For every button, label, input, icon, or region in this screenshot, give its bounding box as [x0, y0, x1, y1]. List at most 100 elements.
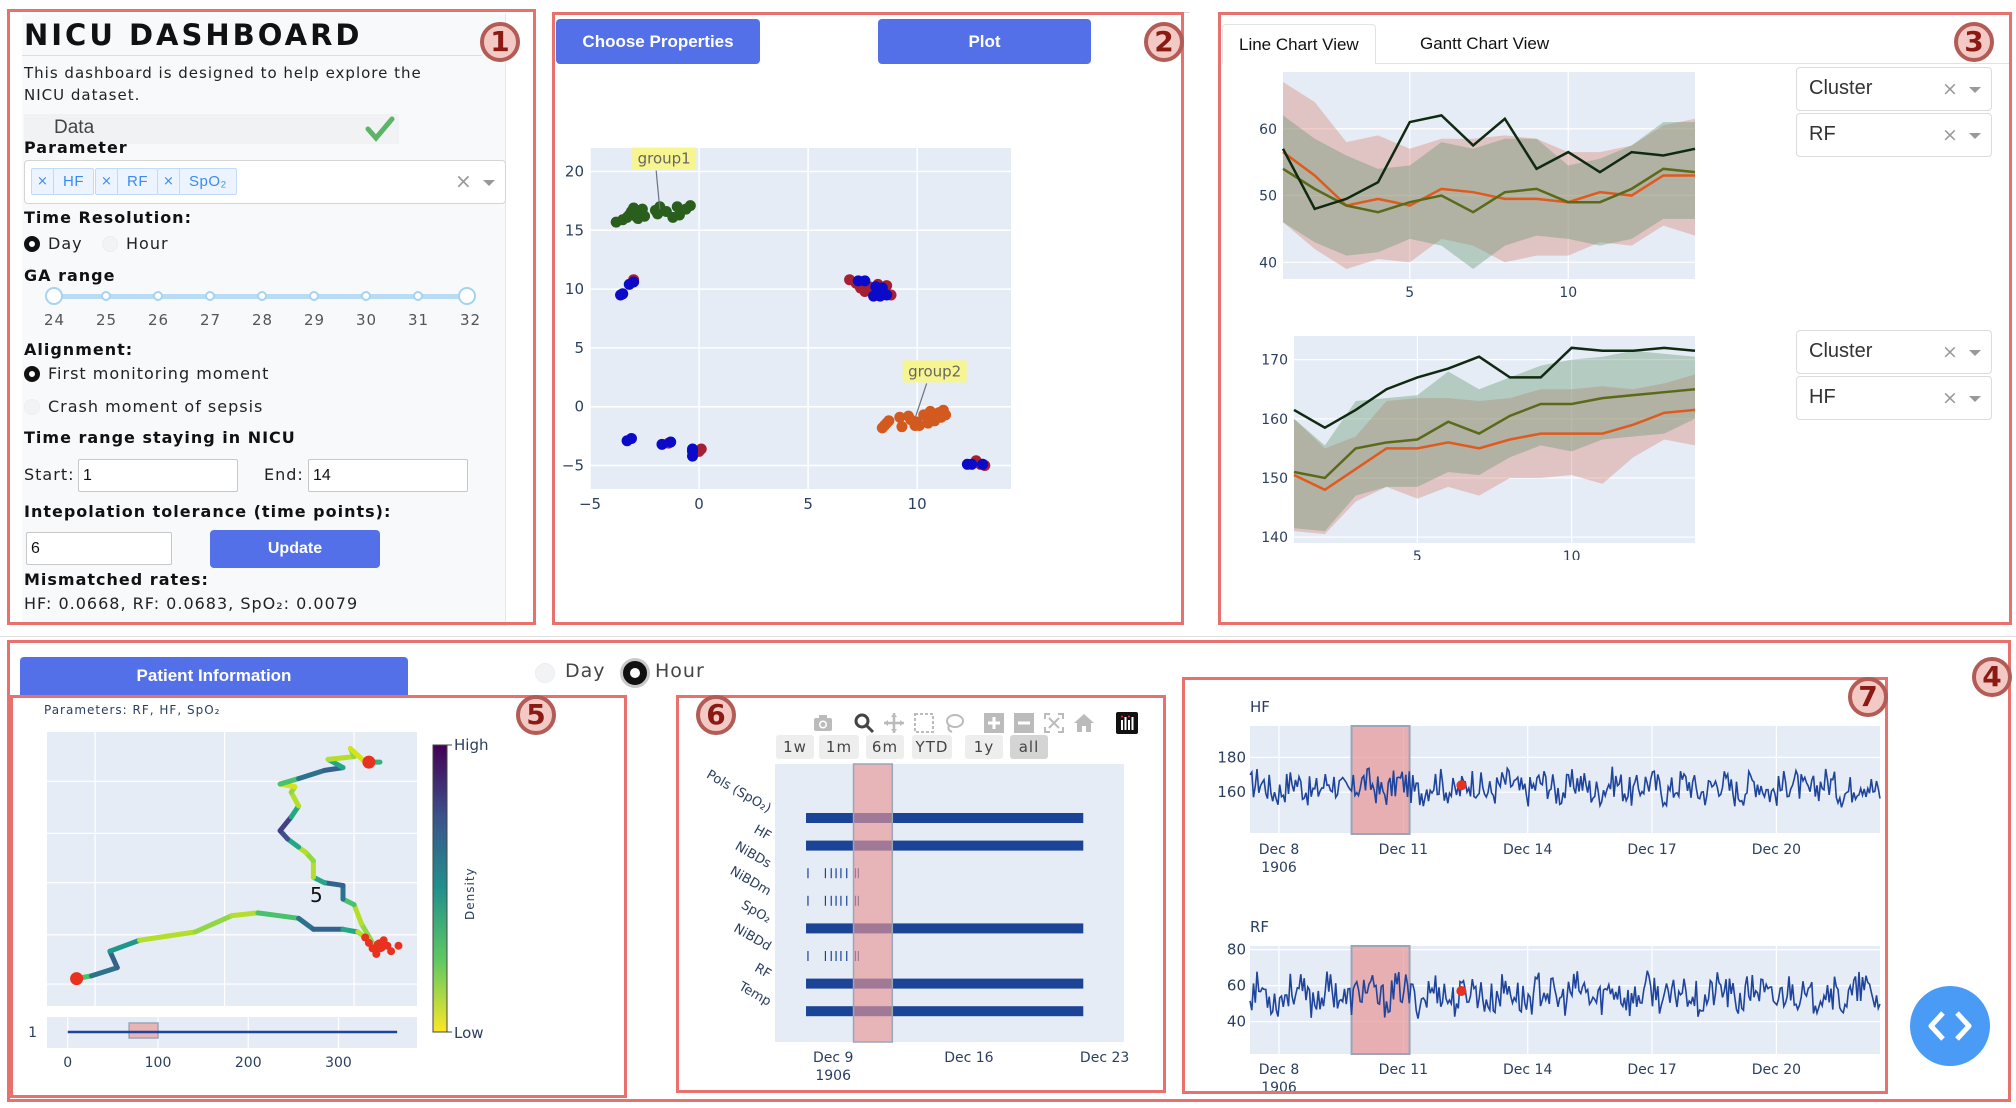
- dropdown-value: Cluster: [1809, 77, 1873, 99]
- timeline-highlight: [128, 1022, 159, 1039]
- data-upload-area[interactable]: Data: [24, 114, 399, 144]
- chevron-down-icon[interactable]: [1969, 396, 1981, 402]
- trajectory-marker-end: [362, 755, 376, 769]
- chevron-down-icon[interactable]: [483, 180, 495, 186]
- trajectory-plot[interactable]: 5 0 100 200 300 1 High Low Density: [20, 720, 620, 1075]
- clear-icon[interactable]: ×: [1942, 341, 1958, 363]
- camera-icon[interactable]: [812, 712, 834, 734]
- chevron-down-icon[interactable]: [1969, 87, 1981, 93]
- rf-timeseries-chart[interactable]: RF 40 60 80 Dec 8 1906 Dec 11 Dec 14 Dec 17 Dec …: [1190, 910, 1890, 1100]
- radio-hour[interactable]: [102, 236, 118, 252]
- gantt-row-label: Pols (SpO₂): [704, 767, 774, 816]
- range-button-1y[interactable]: 1y: [965, 735, 1003, 759]
- gantt-bar: [806, 923, 1084, 934]
- scatter-plot[interactable]: −5 0 5 10 −5 0 5 10 15 20 group1 group2: [552, 100, 1172, 530]
- remove-tag-icon[interactable]: ×: [32, 169, 54, 194]
- rf-band-chart[interactable]: 5 10 40 50 60: [1230, 66, 1710, 316]
- radio-hour-bottom[interactable]: [623, 661, 647, 685]
- parameter-dropdown-rf[interactable]: RF ×: [1796, 113, 1992, 157]
- slider-mark-dot: [309, 291, 319, 301]
- hf-timeseries-chart[interactable]: HF 160 180 Dec 8 1906 Dec 11 Dec 14 Dec 17 Dec …: [1190, 690, 1890, 880]
- cluster-dropdown-rf[interactable]: Cluster ×: [1796, 67, 1992, 111]
- radio-first-monitoring-label: First monitoring moment: [48, 364, 270, 383]
- zoom-icon[interactable]: [853, 712, 875, 734]
- zoom-out-icon[interactable]: [1013, 712, 1035, 734]
- autoscale-icon[interactable]: [1043, 712, 1065, 734]
- trajectory-segment: [88, 965, 120, 979]
- x-tick-label: 5: [1405, 285, 1414, 301]
- remove-tag-icon[interactable]: ×: [96, 169, 118, 194]
- x-tick-label: 5: [803, 495, 813, 513]
- patient-information-button[interactable]: Patient Information: [20, 657, 408, 695]
- box-select-icon[interactable]: [913, 712, 935, 734]
- clear-icon[interactable]: ×: [1942, 387, 1958, 409]
- y-tick-label: 60: [1259, 122, 1277, 138]
- clear-icon[interactable]: ×: [1942, 124, 1958, 146]
- y-tick-label: 140: [1261, 530, 1288, 546]
- annotation-box: [632, 147, 697, 170]
- home-icon[interactable]: [1073, 712, 1095, 734]
- x-tick-label: Dec 8: [1259, 1062, 1299, 1078]
- gantt-bar: [806, 978, 1084, 989]
- scatter-point-cluster-blue: [687, 443, 699, 455]
- radio-day[interactable]: [24, 236, 40, 252]
- trajectory-segment: [107, 948, 120, 971]
- tab-gantt-chart-view[interactable]: Gantt Chart View: [1420, 34, 1550, 53]
- range-button-all[interactable]: all: [1010, 735, 1048, 759]
- range-button-1w[interactable]: 1w: [776, 735, 814, 759]
- plot-button[interactable]: Plot: [878, 19, 1091, 64]
- lasso-icon[interactable]: [943, 712, 965, 734]
- x-tick-label: Dec 23: [1080, 1050, 1129, 1066]
- radio-day-bottom[interactable]: [535, 663, 555, 683]
- plotly-logo-icon[interactable]: [1116, 712, 1138, 734]
- trajectory-marker-cluster-point: [383, 941, 392, 950]
- slider-mark-label: 24: [44, 311, 66, 329]
- radio-day-bottom-label: Day: [565, 660, 606, 682]
- pan-icon[interactable]: [883, 712, 905, 734]
- parameter-dropdown-hf[interactable]: HF ×: [1796, 376, 1992, 420]
- gantt-row-label: NiBDd: [731, 921, 774, 954]
- tab-line-chart-view[interactable]: Line Chart View: [1222, 24, 1376, 64]
- x-tick-label: Dec 8: [1259, 842, 1299, 858]
- annotation-arrow: [914, 383, 928, 419]
- cluster-dropdown-hf[interactable]: Cluster ×: [1796, 330, 1992, 374]
- update-button[interactable]: Update: [210, 530, 380, 568]
- radio-first-monitoring[interactable]: [24, 366, 40, 382]
- series-line-cluster-orange: [1282, 151, 1695, 207]
- parameter-multiselect[interactable]: × HF × RF × SpO₂ ×: [24, 160, 506, 204]
- range-button-ytd[interactable]: YTD: [912, 735, 952, 759]
- annotation-label: group2: [908, 362, 961, 380]
- interpolation-input[interactable]: [26, 532, 172, 565]
- trajectory-segment: [229, 910, 261, 919]
- choose-properties-button[interactable]: Choose Properties: [556, 19, 760, 64]
- clear-icon[interactable]: ×: [1942, 78, 1958, 100]
- trajectory-marker-cluster-point: [364, 938, 373, 947]
- series-line-cluster-dark: [1281, 114, 1696, 211]
- region-badge-4: 4: [1972, 657, 2012, 697]
- hf-band-chart[interactable]: 5 10 140 150 160 170: [1230, 330, 1710, 560]
- trajectory-segment: [107, 937, 142, 954]
- range-button-6m[interactable]: 6m: [866, 735, 904, 759]
- radio-crash-moment[interactable]: [24, 399, 40, 415]
- series-line-cluster-orange: [1293, 408, 1696, 492]
- chevron-down-icon[interactable]: [1969, 133, 1981, 139]
- chevron-down-icon[interactable]: [1969, 350, 1981, 356]
- slider-handle-max[interactable]: [458, 287, 476, 305]
- remove-tag-icon[interactable]: ×: [158, 169, 180, 194]
- interpolation-label: Intepolation tolerance (time points):: [24, 502, 392, 521]
- trajectory-segment: [296, 767, 327, 782]
- colorbar-title: Density: [463, 867, 477, 920]
- range-button-1m[interactable]: 1m: [819, 735, 859, 759]
- dashboard-description: This dashboard is designed to help explo…: [24, 64, 422, 104]
- trajectory-segment: [296, 915, 316, 932]
- code-brackets-icon: [1928, 1011, 1972, 1041]
- code-toggle-button[interactable]: [1910, 986, 1990, 1066]
- start-input[interactable]: [78, 459, 238, 492]
- slider-handle-min[interactable]: [45, 287, 63, 305]
- trajectory-segment: [137, 929, 198, 943]
- zoom-in-icon[interactable]: [983, 712, 1005, 734]
- end-input[interactable]: [308, 459, 468, 492]
- clear-all-icon[interactable]: ×: [455, 169, 472, 193]
- scatter-point-group1: [660, 205, 672, 217]
